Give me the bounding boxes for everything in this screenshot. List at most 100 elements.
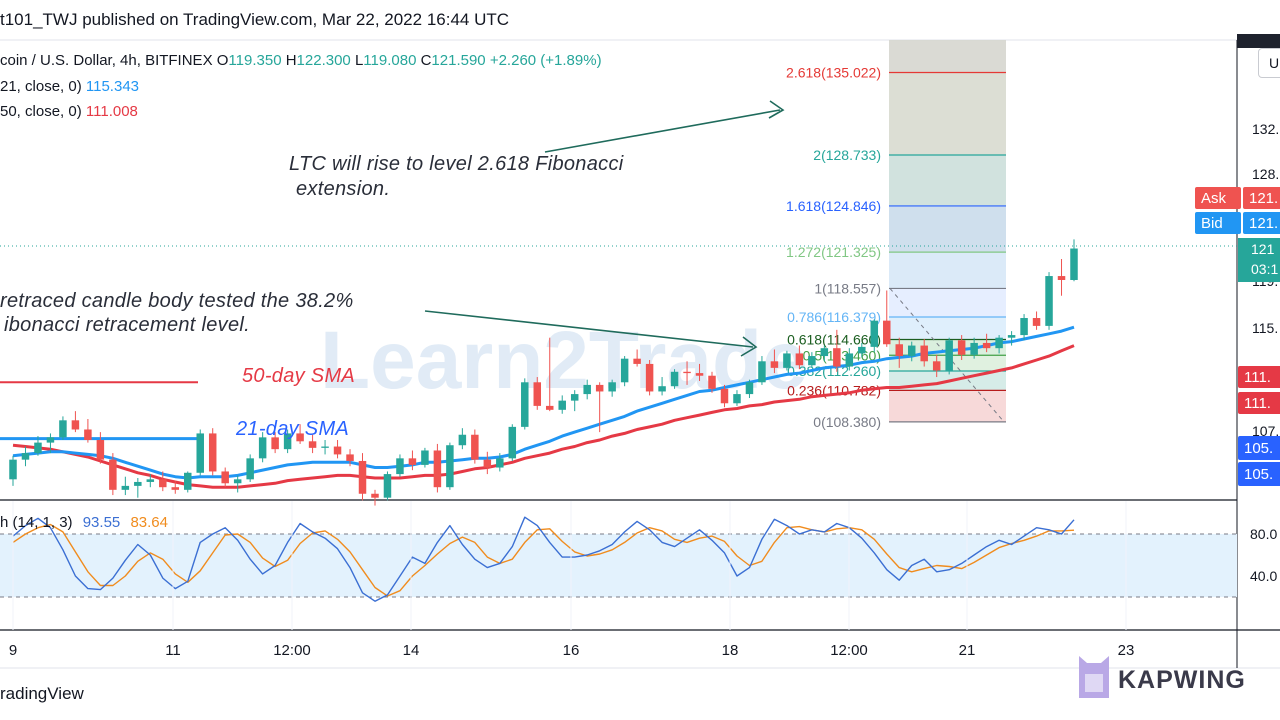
candle-body-53 bbox=[670, 371, 679, 387]
candle-body-54 bbox=[683, 371, 691, 374]
time-tick-2: 12:00 bbox=[273, 642, 311, 659]
candle-body-18 bbox=[233, 479, 242, 484]
candle-body-83 bbox=[1045, 276, 1053, 326]
last-price-bg bbox=[1238, 238, 1280, 282]
arrow-retrace-head bbox=[740, 336, 758, 357]
sma21-tag-2: 105. bbox=[1244, 466, 1273, 483]
fib-label-0.786: 0.786(116.379) bbox=[787, 309, 881, 325]
last-price-value: 121 bbox=[1251, 241, 1275, 257]
fib-trend-line bbox=[889, 288, 1005, 423]
annotation-sma21: 21-day SMA bbox=[236, 418, 350, 440]
sma21-tag-2-bg bbox=[1238, 462, 1280, 486]
price-unit-button[interactable]: U bbox=[1258, 48, 1280, 78]
time-tick-8: 23 bbox=[1118, 642, 1135, 659]
kapwing-logo-icon bbox=[1076, 654, 1112, 700]
candle-body-68 bbox=[858, 346, 866, 354]
stoch-band bbox=[0, 534, 1237, 597]
publish-line: t101_TWJ published on TradingView.com, M… bbox=[0, 10, 510, 29]
candle-body-42 bbox=[533, 382, 542, 406]
candle-body-67 bbox=[845, 353, 854, 367]
stoch-params: h (14, 1, 3) bbox=[0, 514, 73, 531]
candle-body-36 bbox=[458, 434, 467, 446]
price-tick-4: 107. bbox=[1252, 423, 1279, 439]
candle-body-15 bbox=[196, 433, 204, 473]
sma21-value: 115.343 bbox=[85, 78, 139, 95]
candle-body-9 bbox=[121, 485, 130, 490]
candle-body-63 bbox=[795, 353, 804, 366]
candle-body-65 bbox=[820, 348, 829, 357]
candle-body-69 bbox=[870, 320, 879, 347]
candle-body-73 bbox=[920, 345, 928, 362]
symbol-ohlc-line: coin / U.S. Dollar, 4h, BITFINEX O119.35… bbox=[0, 52, 602, 69]
stoch-d-line bbox=[12, 523, 1075, 597]
countdown-value: 03:1 bbox=[1251, 261, 1278, 277]
bid-label-bg bbox=[1195, 212, 1241, 234]
candle-body-1 bbox=[21, 453, 30, 460]
high-label: H bbox=[285, 52, 297, 69]
fib-label-0.382: 0.382(112.260) bbox=[787, 363, 881, 379]
fib-label-0.236: 0.236(110.782) bbox=[787, 382, 881, 398]
fib-zone-3 bbox=[889, 252, 1006, 289]
open-value: 119.350 bbox=[228, 52, 282, 69]
ask-label: Ask bbox=[1201, 190, 1227, 207]
sma21-tag-1: 105. bbox=[1244, 440, 1273, 457]
candle-body-3 bbox=[46, 437, 55, 443]
sma50-legend[interactable]: 50, close, 0) 111.008 bbox=[0, 103, 138, 120]
candle-body-29 bbox=[371, 493, 379, 498]
time-tick-4: 16 bbox=[563, 642, 580, 659]
candle-body-28 bbox=[358, 460, 367, 494]
candle-body-31 bbox=[396, 458, 404, 475]
candle-body-19 bbox=[246, 458, 254, 480]
candle-body-26 bbox=[333, 446, 342, 455]
sma50-tag-2: 111. bbox=[1244, 395, 1271, 412]
stoch-legend-text[interactable]: h (14, 1, 3) 93.55 83.64 bbox=[0, 514, 168, 531]
candle-body-11 bbox=[146, 479, 155, 482]
time-tick-3: 14 bbox=[403, 642, 420, 659]
candle-body-38 bbox=[483, 459, 492, 468]
candle-body-14 bbox=[184, 472, 192, 490]
arrow-rise-head bbox=[768, 100, 785, 119]
candle-body-61 bbox=[770, 361, 779, 368]
stoch-k-value: 93.55 bbox=[82, 514, 121, 531]
candle-body-37 bbox=[471, 434, 479, 460]
candle-body-27 bbox=[346, 454, 354, 461]
candle-body-48 bbox=[608, 382, 616, 392]
sma21-legend[interactable]: 21, close, 0) 115.343 bbox=[0, 78, 139, 95]
candle-body-66 bbox=[833, 348, 841, 367]
stoch-d-value: 83.64 bbox=[130, 514, 168, 531]
candle-body-60 bbox=[758, 361, 766, 383]
stoch-k-line bbox=[12, 516, 1075, 602]
annotation-retrace-line2: ibonacci retracement level. bbox=[4, 314, 250, 336]
candle-body-34 bbox=[433, 450, 442, 488]
annotation-rise-line1: LTC will rise to level 2.618 Fibonacci bbox=[289, 153, 624, 175]
ask-value: 121. bbox=[1249, 190, 1278, 207]
candle-body-78 bbox=[982, 342, 991, 349]
annotation-rise-line2: extension. bbox=[296, 178, 391, 200]
fib-label-1.618: 1.618(124.846) bbox=[786, 198, 881, 214]
candle-body-50 bbox=[633, 358, 641, 364]
candle-body-7 bbox=[96, 439, 105, 460]
candle-body-46 bbox=[583, 384, 591, 395]
candle-body-12 bbox=[159, 479, 167, 488]
candle-body-16 bbox=[208, 433, 217, 472]
fib-top-area bbox=[889, 40, 1006, 74]
candle-body-57 bbox=[720, 388, 729, 404]
candle-body-13 bbox=[171, 487, 180, 490]
annotation-retrace-line1: retraced candle body tested the 38.2% bbox=[0, 290, 354, 312]
candle-body-8 bbox=[109, 459, 117, 490]
sma21-params: 21, close, 0) bbox=[0, 78, 82, 95]
fib-label-0: 0(108.380) bbox=[813, 414, 881, 430]
candle-body-58 bbox=[733, 394, 741, 404]
candle-body-44 bbox=[558, 400, 566, 410]
fib-label-2.618: 2.618(135.022) bbox=[786, 64, 881, 80]
symbol-label: coin / U.S. Dollar, 4h, BITFINEX bbox=[0, 52, 213, 69]
sma50-tag-1-bg bbox=[1238, 366, 1280, 388]
candle-body-71 bbox=[895, 344, 903, 357]
bid-value-bg bbox=[1243, 212, 1280, 234]
open-label: O bbox=[216, 52, 229, 69]
candle-body-52 bbox=[658, 386, 666, 392]
bid-label: Bid bbox=[1201, 215, 1223, 232]
kapwing-wordmark: KAPWING bbox=[1118, 666, 1246, 694]
candle-body-5 bbox=[71, 420, 80, 430]
